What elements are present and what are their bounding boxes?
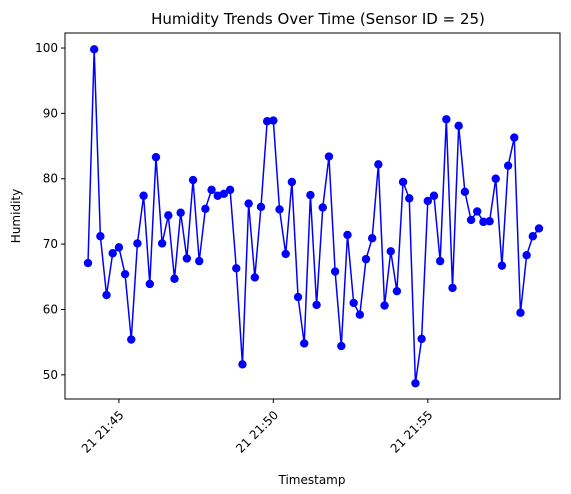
data-point [188, 175, 198, 185]
data-point [337, 341, 346, 351]
data-point [157, 239, 167, 248]
data-point [151, 152, 161, 162]
data-point [275, 205, 284, 214]
data-point [485, 217, 494, 226]
data-point [398, 177, 408, 187]
data-point [262, 117, 272, 126]
data-point [89, 45, 99, 54]
data-point [534, 224, 544, 233]
data-point [170, 274, 179, 283]
data-point [380, 301, 389, 310]
data-point [102, 290, 111, 300]
data-point [250, 273, 260, 282]
data-point [300, 339, 309, 348]
data-point [182, 254, 192, 263]
data-point [219, 189, 229, 198]
axes-frame [64, 32, 561, 400]
data-point [454, 121, 463, 131]
data-point [238, 360, 247, 369]
data-point [318, 203, 327, 212]
data-point [479, 217, 488, 227]
data-point [312, 300, 321, 310]
x-axis-label: Timestamp [278, 473, 346, 487]
data-point [497, 261, 507, 270]
data-point [473, 207, 482, 216]
data-point [176, 208, 185, 217]
data-point [442, 115, 451, 124]
data-point [225, 185, 235, 195]
data-point [355, 310, 365, 319]
y-tick-label: 100 [35, 41, 58, 55]
data-point [522, 251, 531, 260]
data-point [114, 243, 124, 252]
data-point [491, 174, 500, 183]
data-point [429, 191, 439, 200]
data-point [367, 234, 377, 243]
data-point [460, 187, 470, 197]
data-point [516, 308, 525, 317]
data-point [108, 249, 117, 258]
data-point [145, 279, 154, 289]
data-point [417, 334, 426, 344]
data-point [139, 191, 148, 200]
series-line [87, 49, 540, 384]
y-axis-label: Humidity [9, 189, 23, 243]
y-tick-label: 50 [43, 368, 58, 382]
data-point [423, 196, 432, 206]
data-point [435, 256, 445, 266]
data-point [361, 254, 371, 264]
data-point [392, 286, 402, 296]
data-point [127, 335, 136, 344]
data-point [120, 269, 130, 279]
data-point [201, 204, 210, 214]
data-point [164, 211, 173, 220]
data-point [349, 298, 358, 308]
data-point [256, 202, 266, 212]
data-point [293, 292, 303, 302]
data-point [232, 264, 241, 273]
data-point [195, 256, 204, 266]
data-point [448, 283, 457, 293]
data-point [330, 267, 340, 276]
data-point [83, 258, 93, 268]
data-point [510, 133, 519, 142]
data-point [96, 232, 105, 241]
data-point [374, 160, 383, 169]
data-point [244, 199, 253, 208]
y-tick-label: 80 [43, 172, 58, 186]
data-point [405, 194, 414, 203]
data-point [133, 239, 142, 248]
y-tick-label: 70 [43, 237, 58, 251]
data-point [343, 230, 352, 240]
data-point [324, 152, 334, 161]
data-point [386, 247, 395, 256]
plot-area [83, 45, 544, 388]
data-point [281, 249, 290, 259]
data-point [207, 185, 216, 195]
data-point [528, 232, 538, 241]
y-tick-label: 60 [43, 302, 58, 316]
data-point [269, 116, 278, 125]
chart-title: Humidity Trends Over Time (Sensor ID = 2… [151, 10, 485, 28]
data-point [411, 379, 420, 388]
data-point [503, 161, 513, 170]
data-point [306, 190, 315, 200]
data-point [287, 177, 297, 187]
y-tick-label: 90 [43, 106, 58, 120]
data-point [466, 215, 476, 225]
